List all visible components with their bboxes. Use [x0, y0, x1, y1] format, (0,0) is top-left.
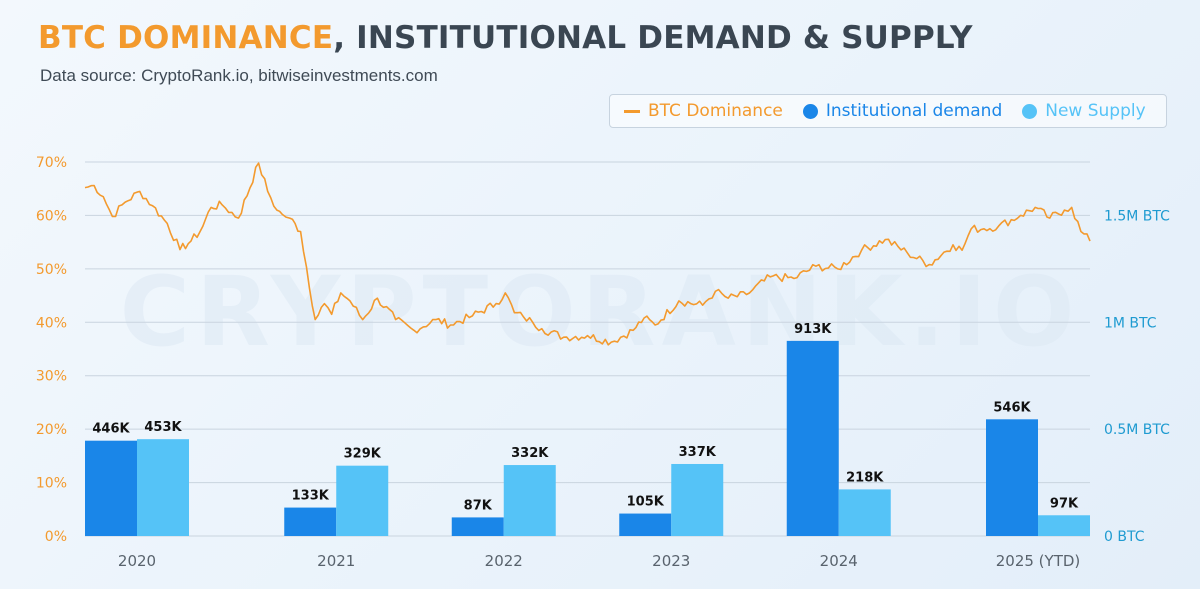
- chart-title: BTC DOMINANCE, INSTITUTIONAL DEMAND & SU…: [38, 20, 973, 56]
- bar-institutional: [619, 513, 672, 536]
- legend-item-institutional[interactable]: Institutional demand: [802, 101, 1003, 121]
- data-label-institutional: 913K: [794, 322, 832, 337]
- axes: 0% 10% 20% 30% 40% 50% 60% 70% 0 BTC 0.5M BTC 1M B…: [36, 155, 1170, 570]
- bar-institutional: [85, 440, 137, 536]
- x-tick-label: 2020: [118, 552, 156, 570]
- bar-institutional: [284, 507, 337, 536]
- data-label-institutional: 446K: [92, 422, 130, 437]
- title-rest: , INSTITUTIONAL DEMAND & SUPPLY: [333, 20, 973, 56]
- bars: 446K 453K 133K 329K 87K 332K 105K 337K 913K 218K 5…: [85, 322, 1090, 536]
- data-label-supply: 453K: [144, 420, 182, 435]
- bar-supply: [336, 465, 389, 536]
- x-tick-label: 2024: [820, 552, 858, 570]
- left-tick-label: 70%: [36, 155, 67, 171]
- title-accent: BTC DOMINANCE: [38, 20, 334, 56]
- data-label-supply: 218K: [846, 470, 884, 485]
- right-tick-label: 1.5M BTC: [1104, 208, 1170, 224]
- data-label-institutional: 105K: [627, 495, 665, 510]
- bar-supply: [838, 489, 891, 536]
- gridlines: [85, 161, 1090, 537]
- data-label-supply: 329K: [344, 447, 382, 462]
- dominance-line-group: [84, 162, 1091, 346]
- dominance-line: [84, 162, 1091, 346]
- data-label-supply: 337K: [679, 445, 717, 460]
- legend: BTC Dominance Institutional demand New S…: [609, 94, 1167, 128]
- data-source: Data source: CryptoRank.io, bitwiseinves…: [40, 66, 438, 85]
- legend-dot-swatch: [1022, 103, 1038, 119]
- x-tick-label: 2022: [485, 552, 523, 570]
- legend-item-supply[interactable]: New Supply: [1022, 101, 1146, 121]
- data-label-supply: 97K: [1050, 496, 1079, 511]
- bar-institutional: [986, 419, 1038, 536]
- right-tick-label: 1M BTC: [1104, 315, 1157, 331]
- left-tick-label: 50%: [36, 262, 67, 278]
- data-label-institutional: 546K: [993, 400, 1031, 415]
- left-tick-label: 40%: [36, 315, 67, 331]
- legend-dot-swatch: [802, 103, 818, 119]
- bar-supply: [503, 465, 556, 536]
- legend-line-swatch: [624, 109, 640, 113]
- left-tick-label: 10%: [36, 476, 67, 492]
- x-tick-label: 2021: [317, 552, 355, 570]
- x-tick-label: 2025 (YTD): [996, 552, 1081, 570]
- left-tick-label: 30%: [36, 369, 67, 385]
- legend-label-dominance: BTC Dominance: [648, 101, 783, 121]
- data-label-institutional: 133K: [292, 489, 330, 504]
- data-label-supply: 332K: [511, 446, 549, 461]
- legend-label-supply: New Supply: [1045, 101, 1146, 121]
- data-label-institutional: 87K: [464, 498, 493, 513]
- watermark: CRYPTORANK.IO: [120, 256, 1081, 368]
- bar-supply: [1038, 515, 1090, 536]
- left-tick-label: 0%: [45, 529, 67, 545]
- bar-institutional: [451, 517, 504, 536]
- bar-supply: [671, 463, 724, 536]
- left-tick-label: 20%: [36, 422, 67, 438]
- right-tick-label: 0 BTC: [1104, 529, 1145, 545]
- left-tick-label: 60%: [36, 208, 67, 224]
- bar-supply: [137, 439, 189, 536]
- bar-institutional: [786, 340, 839, 536]
- legend-item-dominance[interactable]: BTC Dominance: [624, 101, 783, 121]
- x-tick-label: 2023: [652, 552, 690, 570]
- legend-label-institutional: Institutional demand: [825, 101, 1003, 121]
- right-tick-label: 0.5M BTC: [1104, 422, 1170, 438]
